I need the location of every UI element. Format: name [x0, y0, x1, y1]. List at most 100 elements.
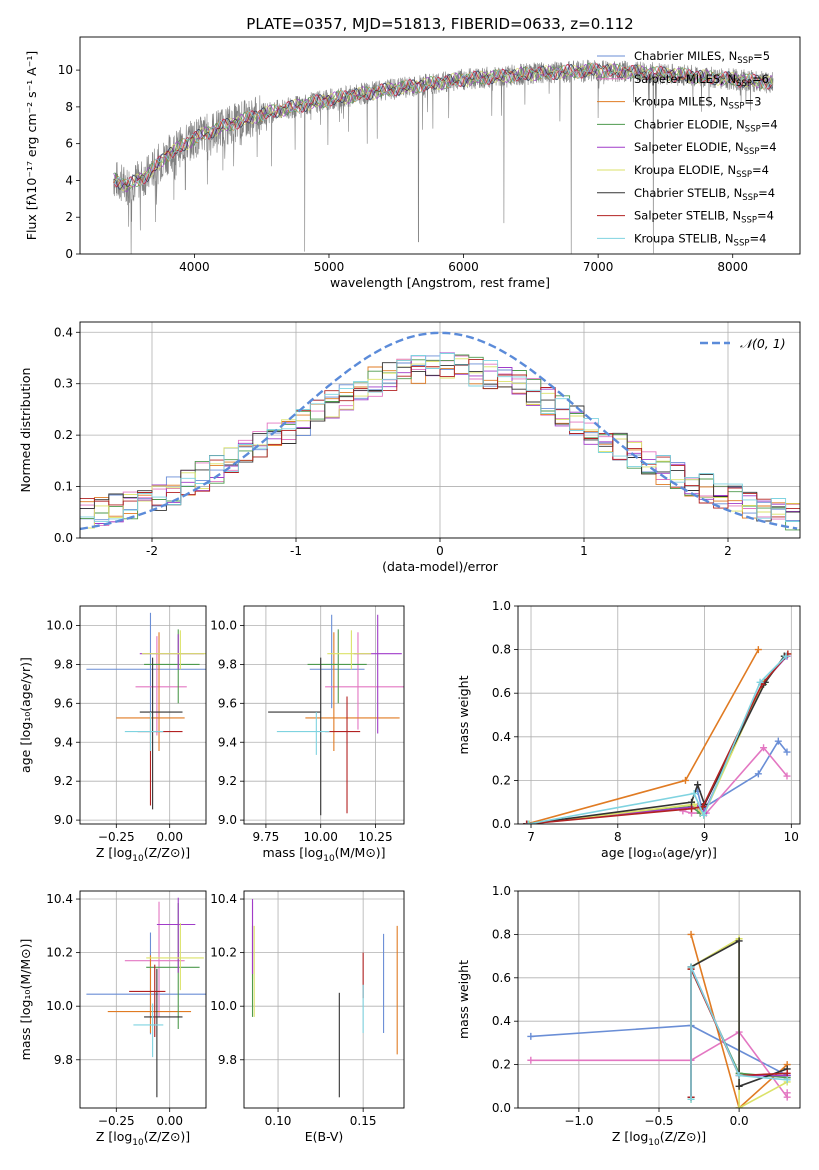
y-tick-label: 0 — [65, 247, 73, 261]
x-axis-label: mass [log10(M/M⊙)] — [262, 845, 385, 864]
x-axis-label-main: Z [log — [96, 845, 132, 860]
y-axis-label: mass weight — [456, 960, 471, 1039]
y-tick-label: 9.0 — [218, 813, 237, 827]
legend-entry-sub: SSP — [734, 238, 750, 248]
y-tick-label: 1.0 — [492, 884, 511, 898]
y-axis-label: mass [log₁₀(M/M⊙)] — [18, 939, 33, 1061]
weight-line — [526, 655, 788, 824]
x-tick-label: 4000 — [179, 260, 210, 274]
legend-entry-main: Kroupa STELIB, N — [634, 231, 734, 245]
y-tick-label: 9.2 — [218, 774, 237, 788]
weight-marker — [687, 963, 695, 971]
x-axis-label: wavelength [Angstrom, rest frame] — [330, 275, 550, 290]
y-tick-label: 10.2 — [46, 946, 73, 960]
legend-entry-tail: =6 — [752, 72, 769, 86]
x-axis-label-main: Z [log — [96, 1129, 132, 1144]
y-tick-label: 0.4 — [54, 325, 73, 339]
y-tick-label: 8 — [65, 100, 73, 114]
legend-entry-main: Chabrier STELIB, N — [634, 186, 742, 200]
y-tick-label: 9.6 — [218, 696, 237, 710]
legend-entry-main: Salpeter MILES, N — [634, 72, 736, 86]
x-tick-label: 0.10 — [265, 1114, 292, 1128]
y-tick-label: 0.6 — [492, 971, 511, 985]
y-tick-label: 2 — [65, 210, 73, 224]
y-axis-label: Normed distribution — [18, 368, 33, 493]
weight-marker — [783, 1089, 791, 1097]
y-tick-label: 0.0 — [492, 1101, 511, 1115]
x-tick-label: 10.00 — [304, 830, 338, 844]
y-axis-label: mass weight — [456, 675, 471, 754]
legend-entry-sub: SSP — [736, 79, 752, 89]
axes-frame — [79, 321, 801, 539]
legend-entry-tail: =4 — [752, 163, 769, 177]
y-tick-label: 9.8 — [54, 657, 73, 671]
axes-frame — [517, 890, 801, 1109]
x-tick-label: 8000 — [717, 260, 748, 274]
y-tick-label: 0.1 — [54, 480, 73, 494]
weight-marker — [783, 772, 791, 780]
legend-entry-tail: =4 — [758, 186, 775, 200]
y-tick-label: 10.0 — [46, 999, 73, 1013]
panel-age_vs_mass: 9.75 10.00 10.25 9.0 9.2 9.4 9.6 9.8 10.0 mass [l… — [210, 605, 405, 864]
legend-entry-tail: =5 — [753, 49, 770, 63]
plot-area-spectrum — [113, 59, 774, 254]
y-tick-label: 0.0 — [54, 531, 73, 545]
legend-entry: Salpeter STELIB, NSSP=4 — [634, 209, 774, 226]
y-tick-label: 9.4 — [218, 735, 237, 749]
y-tick-label: 6 — [65, 137, 73, 151]
x-tick-label: 1 — [580, 544, 588, 558]
x-axis-label: E(B-V) — [305, 1129, 344, 1144]
legend-entry-main: Kroupa MILES, N — [634, 95, 729, 109]
x-axis-label-sub: 10 — [323, 854, 335, 864]
legend-entry-tail: =4 — [749, 231, 766, 245]
y-tick-label: 9.6 — [54, 696, 73, 710]
legend-entry-sub: SSP — [744, 147, 760, 157]
x-tick-label: 0.0 — [730, 1114, 749, 1128]
panel-weight_vs_age: 7 8 9 10 0.0 0.2 0.4 0.6 0.8 1.0 age [log₁₀(age/yr… — [456, 599, 801, 860]
weight-marker — [735, 1082, 743, 1090]
weight-marker — [523, 820, 531, 824]
x-tick-label: 0 — [436, 544, 444, 558]
x-tick-label: −0.5 — [644, 1114, 673, 1128]
plot-area-age_vs_Z — [80, 606, 206, 824]
x-axis-label: age [log₁₀(age/yr)] — [601, 845, 717, 860]
legend-entry-tail: =3 — [744, 95, 761, 109]
figure-title: PLATE=0357, MJD=51813, FIBERID=0633, z=0… — [246, 15, 633, 33]
plot-area-weight_vs_Z — [518, 891, 800, 1108]
legend-entry-main: Chabrier MILES, N — [634, 49, 737, 63]
weight-line — [690, 966, 788, 1100]
weight-marker — [700, 811, 708, 819]
y-tick-label: 9.8 — [54, 1053, 73, 1067]
model-spectrum-line — [113, 63, 773, 188]
y-tick-label: 0.4 — [492, 1014, 511, 1028]
x-axis-label-tail: (M/M⊙)] — [335, 845, 386, 860]
legend-entry: Salpeter ELODIE, NSSP=4 — [634, 140, 777, 157]
panel-spectrum: 4000 5000 6000 7000 8000 0 2 4 6 8 10 wavelength [A… — [24, 36, 801, 290]
y-axis-label: Flux [fλ10⁻¹⁷ erg cm⁻² s⁻¹ A⁻¹] — [24, 51, 39, 240]
axes-frame — [243, 605, 405, 825]
x-tick-label: 9.75 — [253, 830, 280, 844]
y-tick-label: 4 — [65, 173, 73, 187]
y-tick-label: 0.8 — [492, 927, 511, 941]
y-tick-label: 10.4 — [210, 892, 237, 906]
weight-marker — [782, 652, 790, 660]
legend-entry: Kroupa STELIB, NSSP=4 — [634, 231, 766, 248]
x-axis-label-sub: 10 — [132, 854, 144, 864]
panel-mass_vs_Z: −0.25 0.00 9.8 10.0 10.2 10.4 Z [log10(Z/Z⊙)] m… — [18, 890, 207, 1148]
legend-entry: Chabrier MILES, NSSP=5 — [634, 49, 770, 66]
x-tick-label: -2 — [146, 544, 158, 558]
weight-marker — [735, 1071, 743, 1079]
x-tick-label: 0.00 — [156, 830, 183, 844]
weight-marker — [754, 646, 762, 654]
legend-entry: Kroupa MILES, NSSP=3 — [634, 95, 761, 112]
plot-area-age_vs_mass — [244, 606, 404, 824]
weight-marker — [524, 820, 532, 824]
weight-line — [526, 655, 786, 824]
y-tick-label: 0.2 — [492, 773, 511, 787]
legend-entry: Chabrier STELIB, NSSP=4 — [634, 186, 775, 203]
x-tick-label: 6000 — [448, 260, 479, 274]
y-tick-label: 10.4 — [46, 892, 73, 906]
panel-age_vs_Z: −0.25 0.00 9.0 9.2 9.4 9.6 9.8 10.0 Z [log10(Z/Z… — [18, 605, 207, 864]
y-tick-label: 10.0 — [46, 618, 73, 632]
